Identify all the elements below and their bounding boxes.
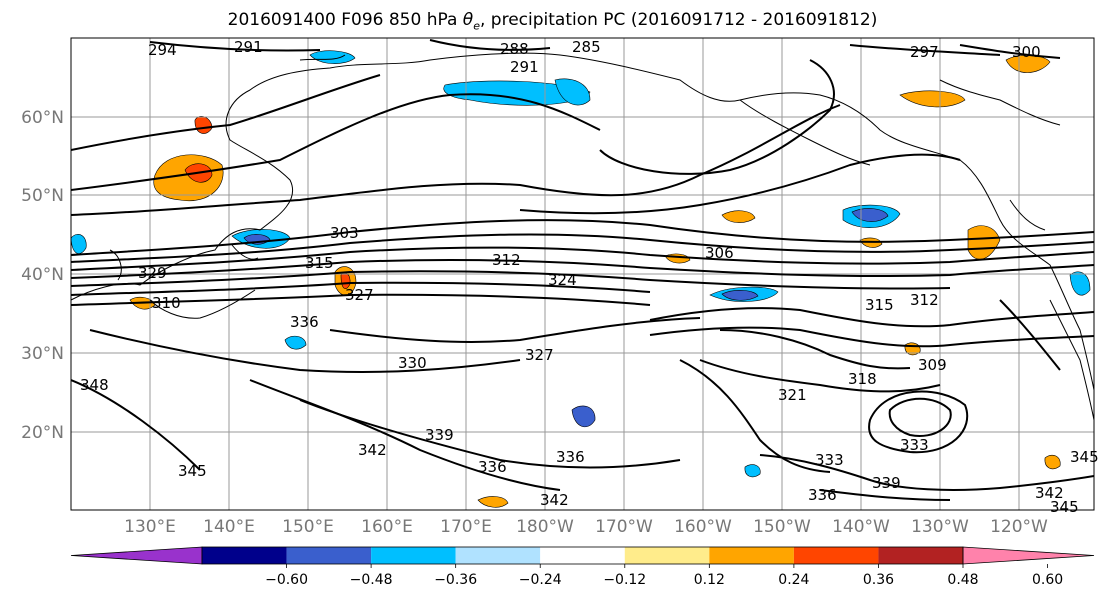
contour-label: 312 (492, 251, 521, 269)
lon-label: 160°E (361, 517, 413, 537)
graticule (71, 38, 1094, 510)
contour-label: 294 (148, 41, 177, 59)
contour-label: 336 (290, 313, 319, 331)
lon-label: 170°W (595, 517, 653, 537)
colorbar-extend-low (70, 546, 203, 565)
contour-label: 327 (345, 286, 374, 304)
contour-label: 345 (1070, 448, 1099, 466)
contour-label: 291 (234, 38, 263, 56)
colorbar-segment (202, 547, 287, 564)
precip-shading (71, 50, 1091, 508)
colorbar-tick-label: −0.24 (519, 572, 562, 588)
latitude-labels: 60°N 50°N 40°N 30°N 20°N (21, 108, 64, 443)
colorbar-tick-label: −0.60 (265, 572, 308, 588)
contour-label: 333 (900, 436, 929, 454)
contour-label: 285 (572, 38, 601, 56)
lon-label: 120°W (990, 517, 1048, 537)
colorbar-segment (455, 547, 541, 564)
contour-label: 303 (330, 224, 359, 242)
contour-label: 348 (80, 376, 109, 394)
contour-label: 345 (178, 462, 207, 480)
contour-label: 315 (305, 254, 334, 272)
colorbar-segment (709, 547, 794, 564)
contour-label: 324 (548, 271, 577, 289)
colorbar-frame (201, 546, 964, 565)
contour-label: 342 (540, 491, 569, 509)
lon-label: 150°E (282, 517, 334, 537)
contour-label: 336 (478, 458, 507, 476)
lon-label: 150°W (753, 517, 811, 537)
lat-label: 30°N (21, 344, 64, 364)
contour-label: 342 (358, 441, 387, 459)
contour-label: 291 (510, 58, 539, 76)
colorbar-segment (793, 547, 879, 564)
colorbar-tick-label: 0.36 (863, 572, 894, 588)
contour-label: 288 (500, 40, 529, 58)
colorbar-segment (540, 547, 625, 564)
lon-label: 140°E (203, 517, 255, 537)
contour-label: 312 (910, 291, 939, 309)
contour-label: 297 (910, 43, 939, 61)
map-title: 2016091400 F096 850 hPa θe, precipitatio… (227, 10, 878, 33)
contour-label: 315 (865, 296, 894, 314)
contour-label: 321 (778, 386, 807, 404)
lat-label: 50°N (21, 186, 64, 206)
contour-label: 300 (1012, 43, 1041, 61)
contour-label: 309 (918, 356, 947, 374)
contour-label: 342 (1035, 484, 1064, 502)
contour-label: 327 (525, 346, 554, 364)
colorbar-tick-label: 0.60 (1032, 572, 1063, 588)
lon-label: 170°E (440, 517, 492, 537)
map-frame (70, 37, 1095, 511)
lon-label: 140°W (832, 517, 890, 537)
contour-label: 336 (808, 486, 837, 504)
colorbar: −0.60 −0.48 −0.36 −0.24 −0.12 0.12 0.24 0.36 0.4… (70, 546, 1095, 588)
colorbar-tick-label: 0.12 (694, 572, 725, 588)
lat-label: 40°N (21, 265, 64, 285)
colorbar-tick-label: −0.36 (434, 572, 477, 588)
colorbar-segment (878, 547, 963, 564)
contour-label: 329 (138, 264, 167, 282)
contour-label: 330 (398, 354, 427, 372)
colorbar-tick-label: 0.24 (778, 572, 809, 588)
contour-labels: 294 291 288 285 291 297 300 303 315 329 … (80, 38, 1099, 516)
contour-label: 306 (705, 244, 734, 262)
contour-label: 339 (425, 426, 454, 444)
contour-label: 310 (152, 294, 181, 312)
colorbar-tick-label: 0.48 (947, 572, 978, 588)
colorbar-segment (624, 547, 710, 564)
colorbar-extend-high (962, 546, 1095, 565)
colorbar-segment (371, 547, 456, 564)
contour-label: 339 (872, 474, 901, 492)
colorbar-tick-label: −0.12 (603, 572, 646, 588)
contour-label: 318 (848, 370, 877, 388)
colorbar-segment (286, 547, 372, 564)
lat-label: 20°N (21, 423, 64, 443)
longitude-labels: 130°E 140°E 150°E 160°E 170°E 180°W 170°… (124, 517, 1048, 537)
colorbar-tick-label: −0.48 (350, 572, 393, 588)
lon-label: 160°W (674, 517, 732, 537)
lon-label: 180°W (516, 517, 574, 537)
contour-label: 333 (815, 451, 844, 469)
lon-label: 130°E (124, 517, 176, 537)
contour-label: 345 (1050, 498, 1079, 516)
lat-label: 60°N (21, 108, 64, 128)
contour-label: 336 (556, 448, 585, 466)
lon-label: 130°W (911, 517, 969, 537)
theta-e-contours (71, 39, 1094, 501)
